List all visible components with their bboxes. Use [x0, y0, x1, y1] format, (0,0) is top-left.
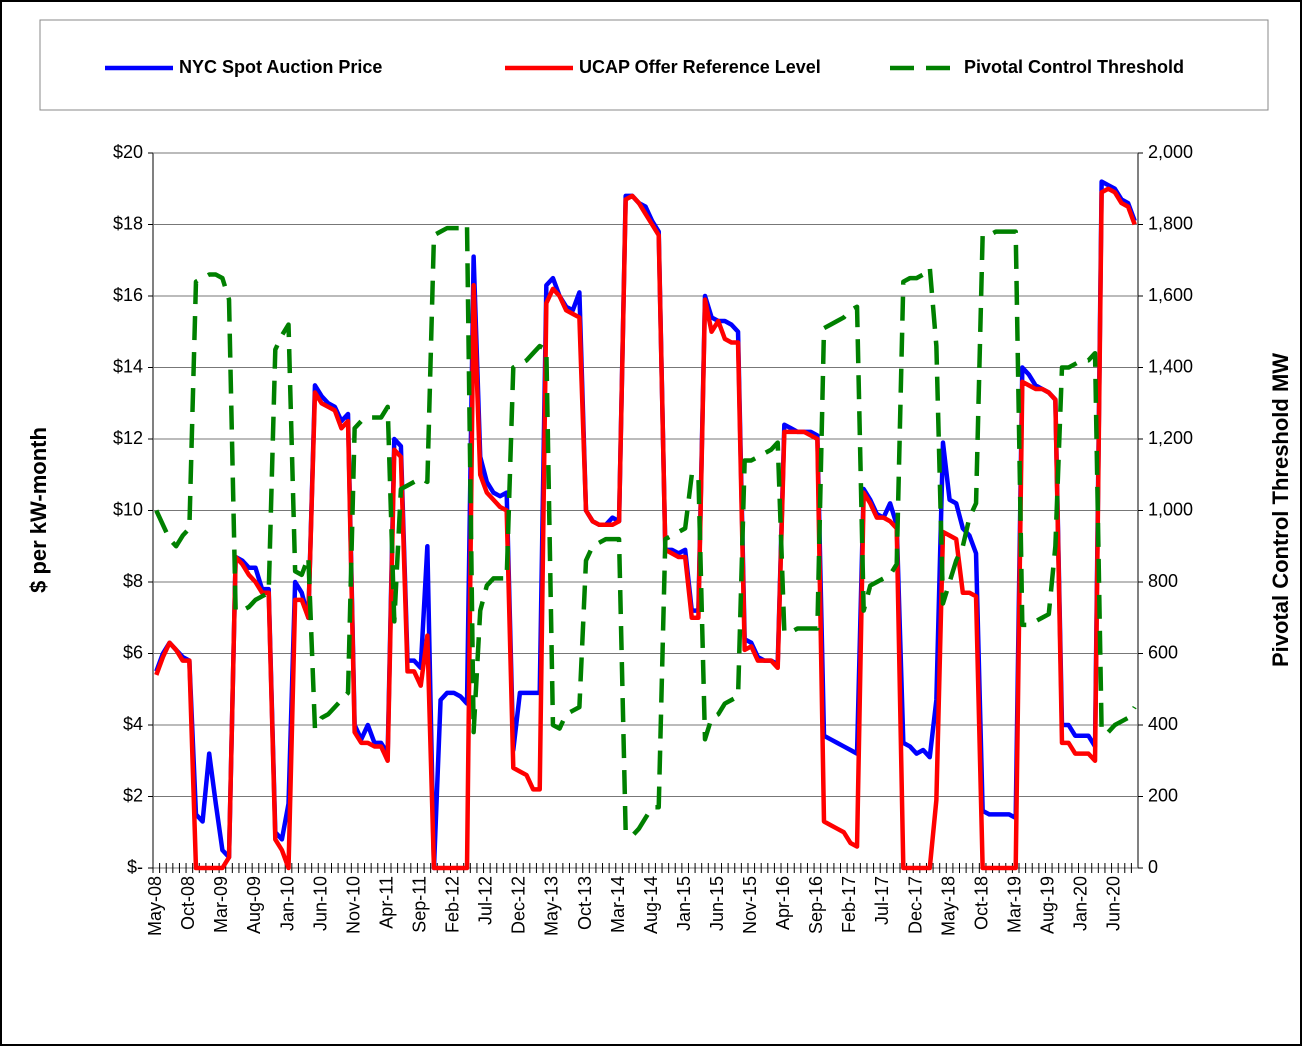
y2-axis-title: Pivotal Control Threshold MW	[1268, 353, 1293, 667]
x-tick-label: Mar-09	[211, 876, 231, 933]
x-tick-label: Nov-15	[740, 876, 760, 934]
x-tick-label: Oct-08	[178, 876, 198, 930]
legend-label: UCAP Offer Reference Level	[579, 57, 821, 77]
x-tick-label: Jul-12	[476, 876, 496, 925]
x-tick-label: Jun-10	[310, 876, 330, 931]
y-tick-label: $20	[113, 142, 143, 162]
x-tick-label: May-08	[145, 876, 165, 936]
x-tick-label: Dec-12	[509, 876, 529, 934]
y-tick-label: $14	[113, 356, 143, 376]
y-axis-title: $ per kW-month	[26, 427, 51, 593]
legend-label: NYC Spot Auction Price	[179, 57, 382, 77]
y-tick-label: $2	[123, 785, 143, 805]
y-tick-label: $8	[123, 571, 143, 591]
x-tick-label: Jul-17	[872, 876, 892, 925]
series-line	[154, 186, 1137, 871]
y-tick-label: $4	[123, 714, 143, 734]
x-tick-label: Aug-14	[641, 876, 661, 934]
y2-tick-label: 0	[1148, 857, 1158, 877]
y2-tick-label: 1,000	[1148, 499, 1193, 519]
legend-box	[39, 19, 1269, 111]
x-tick-label: Mar-19	[1004, 876, 1024, 933]
x-tick-label: May-13	[542, 876, 562, 936]
x-tick-label: Apr-11	[376, 876, 396, 929]
x-tick-label: Jun-15	[707, 876, 727, 931]
y2-tick-label: 2,000	[1148, 142, 1193, 162]
x-tick-label: Feb-12	[443, 876, 463, 933]
x-tick-label: Oct-13	[575, 876, 595, 930]
x-tick-label: May-18	[938, 876, 958, 936]
x-tick-label: Nov-10	[343, 876, 363, 934]
legend-label: Pivotal Control Threshold	[964, 57, 1184, 77]
y-tick-label: $6	[123, 642, 143, 662]
x-tick-label: Sep-11	[409, 876, 429, 933]
y2-tick-label: 200	[1148, 785, 1178, 805]
y-tick-label: $18	[113, 213, 143, 233]
y2-tick-label: 1,200	[1148, 428, 1193, 448]
y2-tick-label: 1,400	[1148, 356, 1193, 376]
series-line	[154, 179, 1137, 871]
y-tick-label: $10	[113, 499, 143, 519]
series-line	[154, 222, 1137, 839]
y-tick-label: $12	[113, 428, 143, 448]
x-tick-label: Dec-17	[905, 876, 925, 934]
y2-tick-label: 1,600	[1148, 285, 1193, 305]
x-tick-label: Jan-15	[674, 876, 694, 931]
y2-tick-label: 800	[1148, 571, 1178, 591]
x-tick-label: Jan-20	[1071, 876, 1091, 931]
y-tick-label: $-	[127, 857, 143, 877]
x-tick-label: Aug-19	[1038, 876, 1058, 934]
x-tick-label: Sep-16	[806, 876, 826, 934]
y-tick-label: $16	[113, 285, 143, 305]
x-tick-label: Mar-14	[608, 876, 628, 933]
y2-tick-label: 1,800	[1148, 213, 1193, 233]
x-tick-label: Apr-16	[773, 876, 793, 930]
y2-tick-label: 400	[1148, 714, 1178, 734]
y2-tick-label: 600	[1148, 642, 1178, 662]
x-tick-label: Oct-18	[971, 876, 991, 930]
x-tick-label: Feb-17	[839, 876, 859, 933]
x-tick-label: Jun-20	[1104, 876, 1124, 931]
x-tick-label: Jan-10	[277, 876, 297, 931]
x-tick-label: Aug-09	[244, 876, 264, 934]
